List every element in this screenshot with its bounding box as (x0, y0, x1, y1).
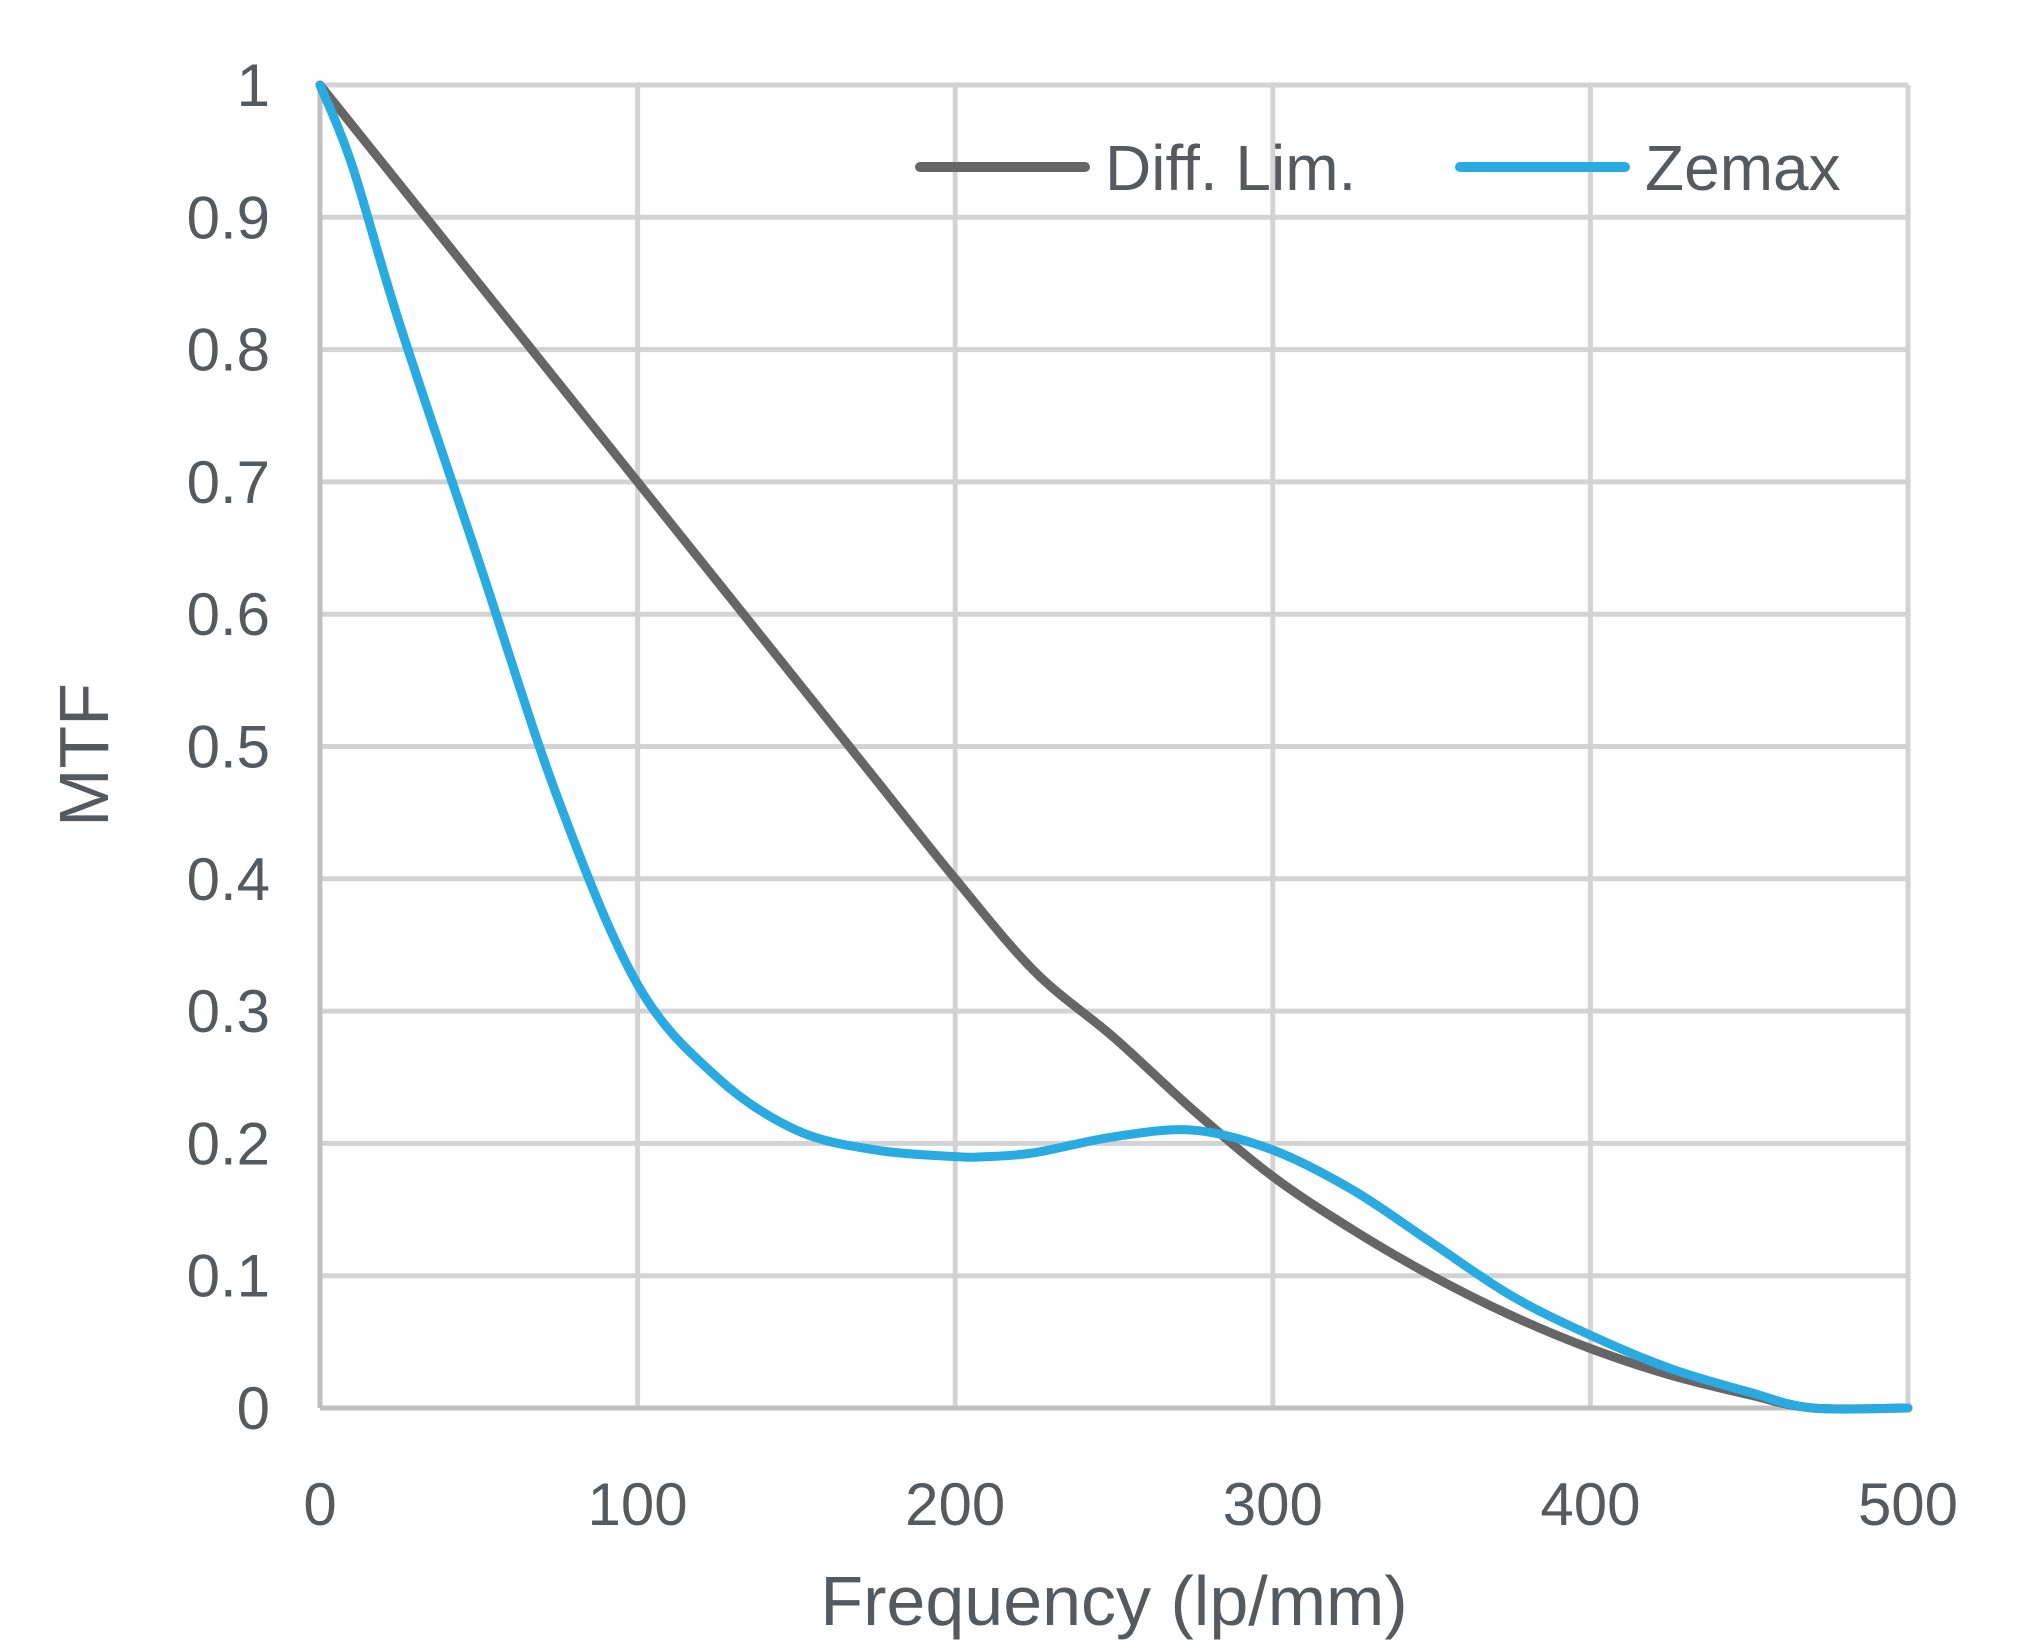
series-lines (315, 80, 1913, 1414)
y-axis-title: MTF (45, 683, 123, 827)
series-line-diff-lim (315, 80, 1913, 1414)
y-tick-label: 0.7 (187, 449, 270, 516)
x-tick-label: 500 (1858, 1471, 1958, 1538)
y-tick-label: 1 (237, 52, 270, 119)
y-tick-label: 0.5 (187, 714, 270, 781)
x-tick-label: 0 (303, 1471, 336, 1538)
grid (320, 82, 1911, 1408)
x-tick-label: 300 (1223, 1471, 1323, 1538)
legend-label-diff-lim: Diff. Lim. (1105, 132, 1356, 204)
axes (317, 85, 1908, 1411)
y-tick-label: 0.1 (187, 1243, 270, 1310)
y-tick-label: 0.9 (187, 184, 270, 251)
x-tick-label: 100 (588, 1471, 688, 1538)
y-tick-label: 0.6 (187, 581, 270, 648)
y-tick-label: 0.4 (187, 846, 270, 913)
y-tick-label: 0.2 (187, 1110, 270, 1177)
tick-labels: 0 0.1 0.2 0.3 0.4 0.5 0.6 0.7 0.8 0.9 1 0 100 200 300 4… (187, 52, 1958, 1538)
x-tick-label: 200 (905, 1471, 1005, 1538)
y-tick-label: 0.8 (187, 317, 270, 384)
y-tick-label: 0.3 (187, 978, 270, 1045)
legend-label-zemax: Zemax (1645, 132, 1841, 204)
legend: Diff. Lim. Zemax (915, 132, 1841, 204)
y-tick-label: 0 (237, 1375, 270, 1442)
x-tick-label: 400 (1540, 1471, 1640, 1538)
x-axis-title: Frequency (lp/mm) (820, 1562, 1407, 1640)
series-line-zemax (315, 80, 1913, 1414)
